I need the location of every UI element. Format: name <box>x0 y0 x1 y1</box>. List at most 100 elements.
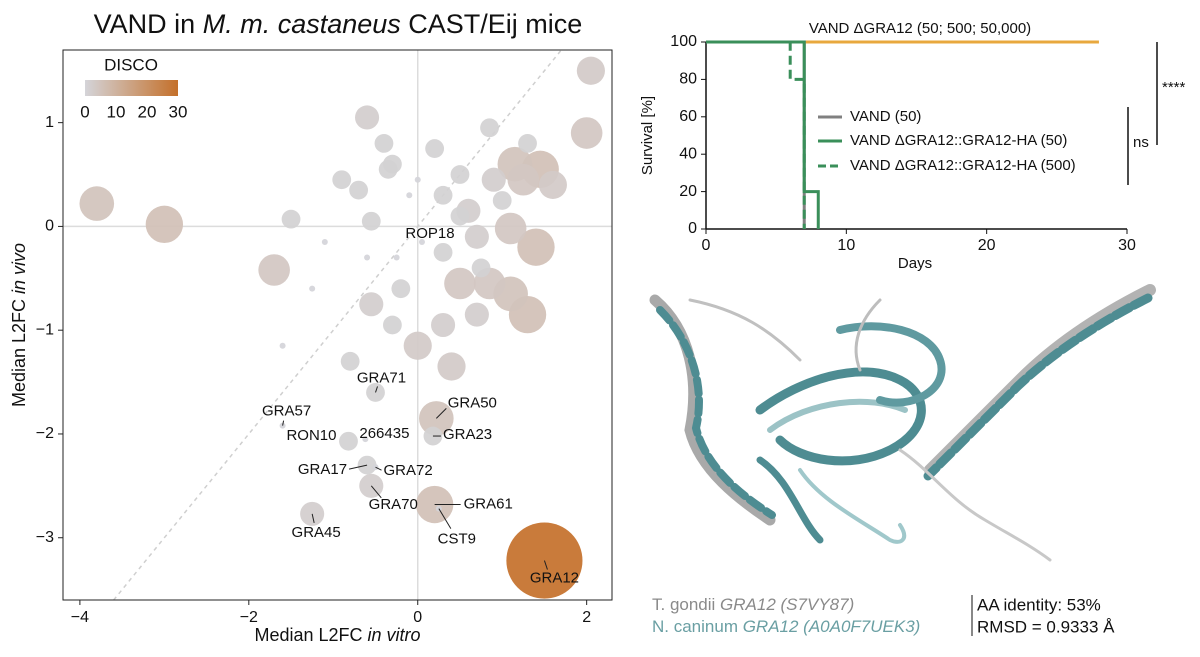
colorbar-tick-label: 30 <box>169 102 188 121</box>
bubble <box>383 315 402 335</box>
chart-title-part: CAST/Eij mice <box>401 9 583 39</box>
bubble <box>332 170 352 190</box>
y-tick-label: 40 <box>679 145 697 162</box>
bubble <box>258 254 290 286</box>
y-axis-label-part: Median L2FC <box>9 294 29 407</box>
point-label: ROP18 <box>405 225 454 242</box>
structure-legend-label-part: GRA12 (A0A0F7UEK3) <box>738 617 920 636</box>
bubble <box>507 163 540 196</box>
point-label: GRA70 <box>369 496 418 513</box>
bubble <box>480 118 499 138</box>
chart-title-part: M. m. castaneus <box>203 9 401 39</box>
point-label: GRA57 <box>262 403 311 420</box>
bubble <box>437 352 466 381</box>
bubble <box>494 212 527 245</box>
label-leader <box>348 464 368 470</box>
y-axis-label-part: in vivo <box>9 243 29 294</box>
protein-structure <box>649 284 1156 562</box>
label-leader <box>370 485 382 499</box>
x-tick-label: −4 <box>71 609 89 626</box>
bubble <box>471 258 491 278</box>
bubble <box>364 254 371 261</box>
significance-label: **** <box>1162 79 1186 96</box>
survival-curve <box>706 40 806 229</box>
y-tick-label: −3 <box>36 529 54 546</box>
bubble <box>414 176 421 183</box>
point-label: GRA50 <box>448 394 497 411</box>
bubble <box>309 285 316 292</box>
label-leader <box>543 560 548 570</box>
bubble <box>361 211 381 231</box>
bubble <box>281 209 301 229</box>
bubble <box>433 242 453 262</box>
legend-label: VAND (50) <box>850 108 921 125</box>
bubble <box>359 292 384 317</box>
x-tick-label: 0 <box>413 609 422 626</box>
colorbar-tick-label: 20 <box>138 102 157 121</box>
colorbar-tick-label: 10 <box>107 102 126 121</box>
bubble <box>362 436 369 443</box>
bubble <box>576 56 605 85</box>
bubble <box>321 238 328 245</box>
x-axis-label: Median L2FC in vitro <box>254 625 420 645</box>
bubble <box>279 342 286 349</box>
y-tick-label: 0 <box>688 220 697 237</box>
bubble <box>425 139 445 158</box>
structure-identity: AA identity: 53% <box>977 595 1101 614</box>
significance-label: ns <box>1133 134 1149 151</box>
bubble <box>403 331 432 360</box>
plot-frame <box>62 49 613 601</box>
bubble <box>418 238 425 245</box>
x-tick-label: −2 <box>240 609 258 626</box>
label-leader <box>438 508 452 529</box>
point-label: GRA71 <box>357 369 406 386</box>
survival-curve <box>706 40 820 229</box>
y-tick-label: 100 <box>670 33 697 50</box>
bubble <box>349 180 369 200</box>
bubble <box>518 133 537 153</box>
x-tick-label: 0 <box>702 237 711 254</box>
bubble <box>464 302 489 327</box>
label-leader <box>435 408 447 419</box>
x-axis-label: Days <box>898 255 932 272</box>
bubble <box>378 159 398 179</box>
bubble <box>340 351 360 371</box>
y-tick-label: −2 <box>36 425 54 442</box>
point-label: GRA45 <box>292 524 341 541</box>
label-leader <box>375 386 378 393</box>
bubble <box>431 312 456 338</box>
bubble <box>391 279 411 299</box>
y-tick-label: 60 <box>679 108 697 125</box>
y-tick-label: −1 <box>36 321 54 338</box>
y-tick-label: 0 <box>45 218 54 235</box>
bubble <box>355 105 380 130</box>
bubble <box>492 191 512 210</box>
bubble <box>570 117 603 149</box>
colorbar-title: DISCO <box>104 55 158 74</box>
bubble <box>145 205 184 244</box>
bubble <box>481 167 506 192</box>
y-tick-label: 20 <box>679 183 697 200</box>
structure-legend-label: N. caninum GRA12 (A0A0F7UEK3) <box>652 617 920 636</box>
point-label: CST9 <box>438 531 476 548</box>
bubble <box>406 192 413 199</box>
bubble <box>393 254 400 261</box>
legend-label: VAND ΔGRA12 (50; 500; 50,000) <box>809 20 1031 37</box>
y-axis-label: Survival [%] <box>639 96 656 175</box>
structure-rmsd: RMSD = 0.9333 Å <box>977 617 1115 636</box>
bubble <box>538 170 567 199</box>
x-tick-label: 20 <box>978 237 996 254</box>
structure-legend-label-part: N. caninum <box>652 617 738 636</box>
label-leader <box>375 466 382 471</box>
bubble <box>433 185 453 205</box>
structure-legend-label: T. gondii GRA12 (S7VY87) <box>652 595 854 614</box>
bubble <box>464 224 489 249</box>
legend-label: VAND ΔGRA12::GRA12-HA (500) <box>850 157 1076 174</box>
chart-title-part: VAND in <box>94 9 203 39</box>
point-label: GRA12 <box>530 570 579 587</box>
structure-legend-label-part: GRA12 (S7VY87) <box>715 595 854 614</box>
x-tick-label: 30 <box>1118 237 1136 254</box>
identity-line <box>113 49 562 601</box>
point-label: GRA72 <box>384 462 433 479</box>
